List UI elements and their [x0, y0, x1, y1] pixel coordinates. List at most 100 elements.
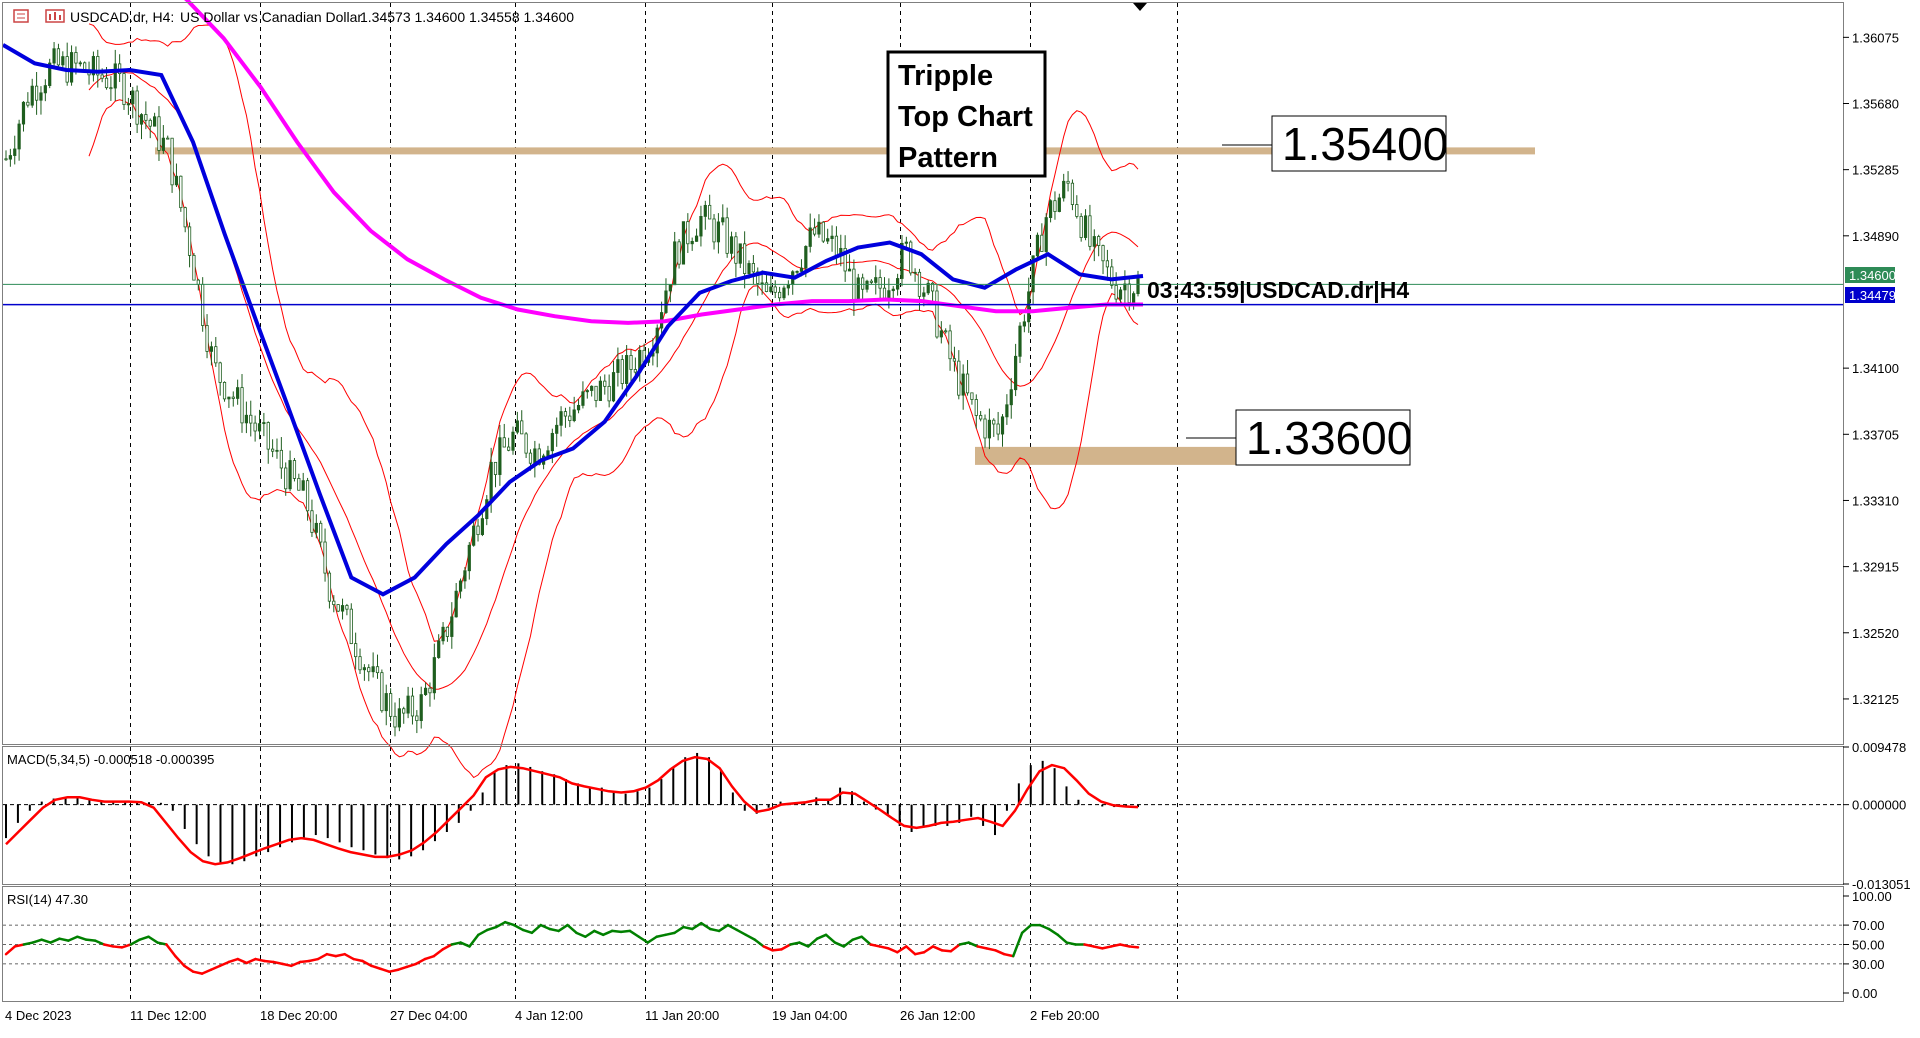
chart-shift-marker[interactable] — [1133, 3, 1147, 11]
x-tick-label: 4 Dec 2023 — [5, 1008, 72, 1023]
rsi-segment — [22, 941, 34, 946]
pattern-label-box[interactable]: Tripple Top Chart Pattern — [886, 50, 1047, 178]
candle-body — [625, 355, 629, 384]
candle-body — [563, 411, 568, 417]
svg-text:1.34600: 1.34600 — [1849, 268, 1896, 283]
y-tick-label: 1.32520 — [1852, 626, 1899, 641]
menu-icon[interactable] — [13, 9, 29, 23]
candle-body — [332, 600, 336, 605]
rsi-segment — [76, 935, 88, 941]
candle-body — [131, 90, 135, 105]
rsi-segment — [699, 921, 712, 931]
macd-tick-label: -0.013051 — [1852, 877, 1911, 892]
support-callout[interactable]: 1.33600 — [1186, 409, 1412, 466]
candle-body — [1066, 180, 1070, 184]
rsi-segment — [753, 938, 765, 948]
candle-body — [882, 287, 887, 299]
candle-body — [476, 525, 480, 535]
rsi-segment — [512, 923, 525, 932]
candle-body — [310, 510, 314, 533]
y-tick-label: 1.34100 — [1852, 361, 1899, 376]
chart-icon[interactable] — [45, 9, 65, 23]
candle-body — [734, 236, 738, 264]
candle-body — [52, 48, 56, 64]
candle-body — [244, 414, 248, 424]
candle-body — [533, 448, 537, 464]
price-axis[interactable]: 1.36075 1.35680 1.35285 1.34890 1.34100 1.337… — [1843, 30, 1899, 707]
rsi-segment — [263, 959, 275, 964]
rsi-segment — [334, 952, 346, 958]
candle-body — [305, 480, 310, 512]
rsi-segment — [905, 945, 917, 956]
resistance-callout[interactable]: 1.35400 — [1222, 115, 1448, 172]
candle-body — [681, 221, 686, 265]
candle-body — [773, 286, 777, 293]
horizontal-price-lines — [3, 283, 1843, 306]
candle-body — [174, 175, 179, 186]
rsi-segment — [432, 948, 445, 958]
rsi-tick-label: 30.00 — [1852, 957, 1885, 972]
macd-tick-label: 0.009478 — [1852, 740, 1906, 755]
candle-body — [874, 277, 878, 283]
candle-body — [1005, 404, 1009, 418]
rsi-segment — [584, 929, 596, 938]
candle-body — [721, 217, 725, 223]
candle-body — [279, 449, 283, 469]
candle-body — [585, 390, 589, 393]
candle-body — [694, 235, 699, 242]
candle-body — [340, 605, 345, 612]
candle-body — [4, 158, 8, 161]
candle-body — [1031, 255, 1035, 293]
candle-body — [166, 137, 170, 140]
current-price-badge: 1.34600 — [1845, 267, 1896, 283]
rsi-segment — [13, 943, 26, 948]
rsi-segment — [887, 947, 899, 954]
candle-body — [572, 409, 576, 422]
candle-body — [458, 580, 463, 592]
candle-body — [222, 381, 227, 400]
time-axis[interactable]: 4 Dec 2023 11 Dec 12:00 18 Dec 20:00 27 Dec… — [5, 1008, 1099, 1023]
rsi-segment — [298, 959, 311, 964]
candle-body — [231, 396, 235, 399]
candle-body — [21, 101, 26, 125]
candle-body — [861, 277, 865, 290]
candle-body — [703, 204, 707, 217]
candle-body — [314, 522, 318, 533]
rsi-segment — [851, 935, 863, 941]
x-tick-label: 11 Jan 20:00 — [645, 1008, 719, 1023]
rsi-segment — [343, 952, 355, 961]
rsi-segment — [477, 928, 489, 937]
svg-text:1.34479: 1.34479 — [1849, 288, 1896, 303]
candle-body — [183, 207, 187, 228]
rsi-segment — [1110, 943, 1122, 948]
candle-body — [419, 694, 423, 722]
rsi-segment — [1127, 945, 1140, 949]
candle-body — [104, 77, 109, 89]
rsi-tick-label: 0.00 — [1852, 986, 1877, 1001]
rsi-segment — [58, 937, 70, 942]
candle-body — [1000, 416, 1005, 435]
rsi-segment — [370, 964, 382, 970]
rsi-segment — [1038, 923, 1051, 931]
rsi-segment — [441, 943, 453, 951]
candle-body — [507, 446, 511, 451]
candle-body — [467, 544, 471, 572]
rsi-segment — [165, 943, 177, 958]
candle-body — [26, 101, 30, 106]
candle-body — [795, 271, 799, 273]
rsi-segment — [824, 933, 837, 944]
rsi-segment — [147, 935, 159, 944]
candle-body — [262, 422, 266, 425]
rsi-pane — [3, 920, 1843, 975]
candle-body — [511, 431, 515, 451]
candle-body — [965, 373, 970, 394]
candle-body — [1079, 215, 1083, 238]
rsi-segment — [191, 970, 204, 975]
candle-body — [56, 48, 61, 66]
candle-body — [821, 221, 825, 242]
candle-body — [935, 290, 939, 338]
moving-averages — [1, 0, 1144, 597]
candle-body — [78, 62, 82, 65]
candle-body — [135, 90, 139, 125]
